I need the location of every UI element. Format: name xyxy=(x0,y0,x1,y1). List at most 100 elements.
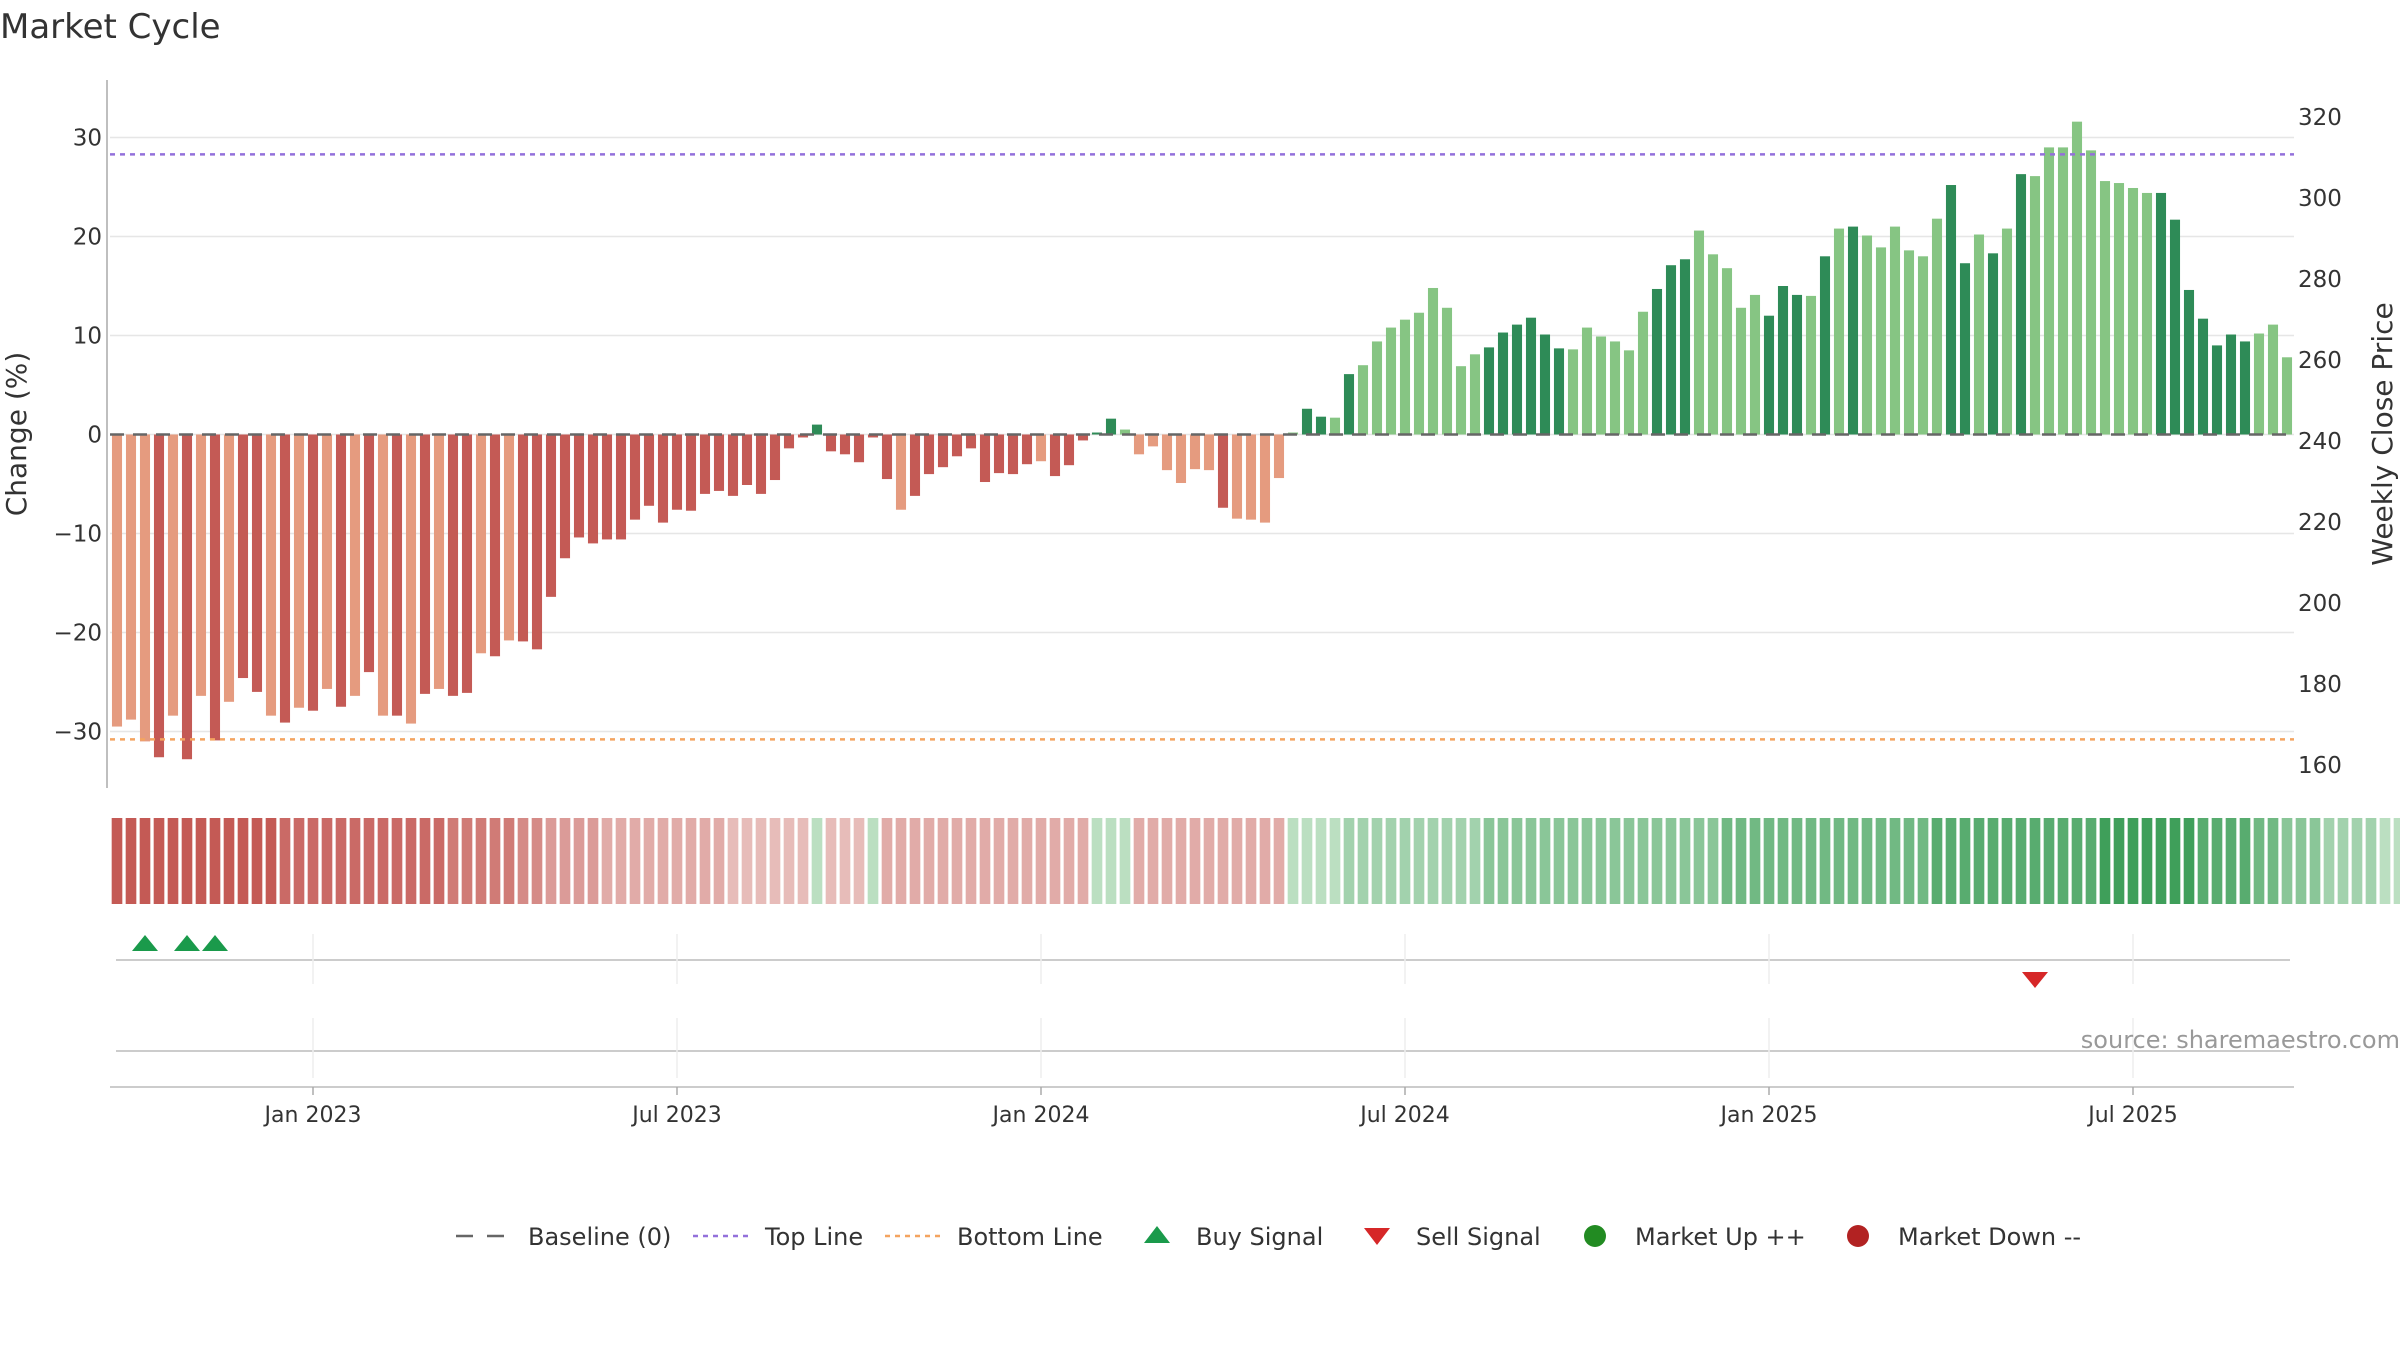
x-axis: Jan 2023 Jul 2023 Jan 2024 Jul 2024 Jan 2025… xyxy=(110,1086,2294,1128)
strength-cell xyxy=(139,818,151,904)
change-bar xyxy=(251,434,263,692)
change-bar xyxy=(1469,354,1481,435)
change-bar xyxy=(601,434,613,540)
change-bar xyxy=(1917,256,1929,435)
strength-cell xyxy=(1413,818,1425,904)
strength-cell xyxy=(475,818,487,904)
change-bar xyxy=(1231,434,1243,519)
strength-cell xyxy=(1735,818,1747,904)
strength-cell xyxy=(391,818,403,904)
strength-cell xyxy=(783,818,795,904)
strength-cell xyxy=(265,818,277,904)
change-bar xyxy=(1595,336,1607,435)
strength-cell xyxy=(1525,818,1537,904)
change-bar xyxy=(545,434,557,597)
right-tick-label: 160 xyxy=(2298,753,2342,779)
strength-cell xyxy=(1539,818,1551,904)
strength-cell xyxy=(447,818,459,904)
strength-cell xyxy=(153,818,165,904)
change-bar xyxy=(1189,434,1201,470)
change-bar xyxy=(181,434,193,760)
strength-cell xyxy=(2239,818,2251,904)
strength-cell xyxy=(2253,818,2265,904)
legend-market-up-symbol xyxy=(1584,1225,1606,1247)
change-bar xyxy=(1539,334,1551,435)
strength-cell xyxy=(335,818,347,904)
change-bar xyxy=(643,434,655,506)
x-tick-label: Jul 2025 xyxy=(2086,1103,2178,1128)
change-bar xyxy=(349,434,361,696)
strength-cell xyxy=(1133,818,1145,904)
strength-cell xyxy=(489,818,501,904)
change-bar xyxy=(1749,294,1761,435)
strength-cell xyxy=(1287,818,1299,904)
right-tick-label: 260 xyxy=(2298,348,2342,374)
change-bar xyxy=(475,434,487,654)
strength-cell xyxy=(2183,818,2195,904)
strength-cell xyxy=(363,818,375,904)
change-bar xyxy=(797,434,809,438)
change-bar xyxy=(433,434,445,689)
strength-cell xyxy=(1063,818,1075,904)
buy-signal-marker xyxy=(174,935,200,951)
change-bar xyxy=(517,434,529,642)
change-bar xyxy=(1399,319,1411,435)
strength-cell xyxy=(2029,818,2041,904)
change-bar xyxy=(1119,429,1131,435)
strength-cell xyxy=(615,818,627,904)
right-axis-ticks: 320 300 280 260 240 220 200 180 160 xyxy=(2298,105,2342,779)
strength-cell xyxy=(573,818,585,904)
strength-strip xyxy=(111,818,2400,904)
reference-lines xyxy=(110,153,2294,741)
left-tick-label: −30 xyxy=(53,720,102,746)
strength-cell xyxy=(797,818,809,904)
change-bar xyxy=(1315,416,1327,435)
strength-cell xyxy=(1791,818,1803,904)
strength-cell xyxy=(1637,818,1649,904)
strength-cell xyxy=(2379,818,2391,904)
change-bar xyxy=(1805,295,1817,435)
strength-cell xyxy=(867,818,879,904)
strength-cell xyxy=(125,818,137,904)
strength-cell xyxy=(2043,818,2055,904)
change-bar xyxy=(1245,434,1257,520)
change-bar xyxy=(1875,247,1887,435)
strength-cell xyxy=(181,818,193,904)
strength-cell xyxy=(769,818,781,904)
strength-cell xyxy=(1679,818,1691,904)
change-bar xyxy=(405,434,417,724)
change-bar xyxy=(1441,307,1453,435)
strength-cell xyxy=(1917,818,1929,904)
strength-cell xyxy=(377,818,389,904)
change-bar xyxy=(2169,219,2181,435)
strength-cell xyxy=(1441,818,1453,904)
change-bar xyxy=(489,434,501,657)
strength-cell xyxy=(1427,818,1439,904)
strength-cell xyxy=(1595,818,1607,904)
legend-label: Buy Signal xyxy=(1196,1223,1323,1251)
change-bar xyxy=(195,434,207,696)
change-bar xyxy=(2183,289,2195,435)
change-bar xyxy=(1427,287,1439,435)
strength-cell xyxy=(1833,818,1845,904)
strength-cell xyxy=(405,818,417,904)
change-bar xyxy=(1637,311,1649,435)
strength-cell xyxy=(1945,818,1957,904)
strength-cell xyxy=(433,818,445,904)
strength-cell xyxy=(1371,818,1383,904)
strength-cell xyxy=(1763,818,1775,904)
change-bar xyxy=(111,434,123,727)
strength-cell xyxy=(2197,818,2209,904)
strength-cell xyxy=(1315,818,1327,904)
strength-cell xyxy=(209,818,221,904)
strength-cell xyxy=(755,818,767,904)
strength-cell xyxy=(1077,818,1089,904)
strength-cell xyxy=(2323,818,2335,904)
change-bar xyxy=(1511,324,1523,435)
change-bar xyxy=(1707,254,1719,435)
change-bar xyxy=(167,434,179,716)
change-bar xyxy=(2239,341,2251,435)
change-bar xyxy=(2099,181,2111,435)
change-bar xyxy=(727,434,739,496)
